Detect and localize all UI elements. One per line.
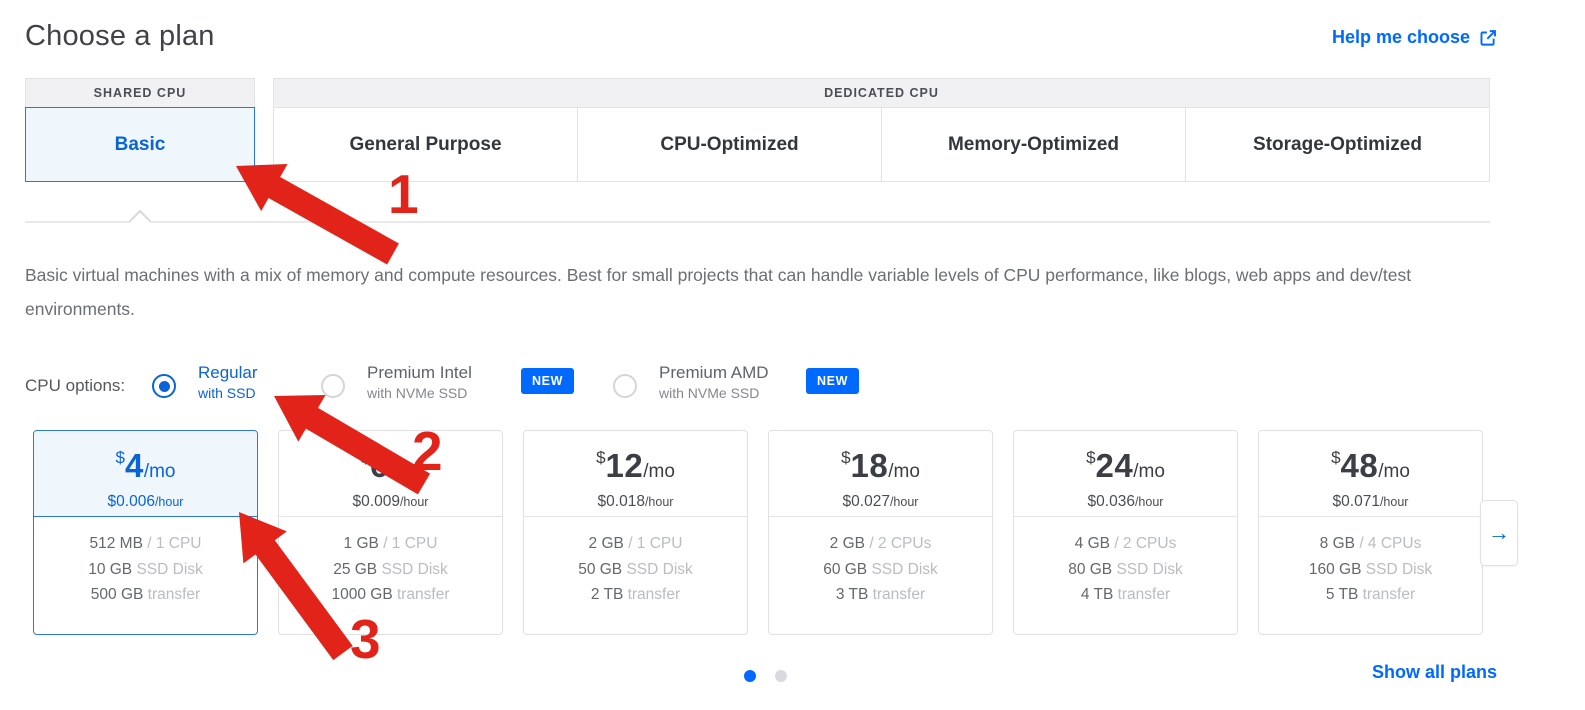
plan-card-48[interactable]: $48/mo $0.071/hour 8 GB / 4 CPUs 160 GB …	[1258, 430, 1483, 635]
radio-premium-intel[interactable]	[321, 374, 345, 398]
show-all-plans-link[interactable]: Show all plans	[1371, 662, 1497, 682]
plan-card-48-price: $48/mo	[1331, 446, 1410, 484]
shared-cpu-group-label: SHARED CPU	[25, 78, 255, 108]
shared-cpu-group: SHARED CPU Basic	[25, 78, 255, 182]
cpu-option-premium-intel-name: Premium Intel	[367, 363, 472, 382]
plan-card-12-hourly: $0.018/hour	[597, 492, 674, 510]
plan-card-24-specs: 4 GB / 2 CPUs 80 GB SSD Disk 4 TB transf…	[1068, 535, 1183, 603]
selected-tab-caret	[128, 209, 152, 233]
dedicated-cpu-group: DEDICATED CPU General Purpose CPU-Optimi…	[273, 78, 1490, 182]
plan-card-6-hourly: $0.009/hour	[352, 492, 429, 510]
arrow-right-icon: →	[1488, 520, 1510, 545]
plan-card-6-header: $6/mo $0.009/hour	[279, 431, 502, 517]
help-me-choose-label: Help me choose	[1331, 27, 1470, 47]
tab-general-purpose[interactable]: General Purpose	[274, 108, 578, 181]
carousel-dots	[744, 670, 787, 682]
radio-regular[interactable]	[152, 374, 176, 398]
plan-card-12[interactable]: $12/mo $0.018/hour 2 GB / 1 CPU 50 GB SS…	[523, 430, 748, 635]
new-badge-premium-amd: NEW	[806, 368, 859, 394]
plan-card-12-specs: 2 GB / 1 CPU 50 GB SSD Disk 2 TB transfe…	[578, 535, 693, 603]
tab-cpu-optimized[interactable]: CPU-Optimized	[578, 108, 882, 181]
help-me-choose-link[interactable]: Help me choose	[1332, 27, 1497, 48]
plan-card-48-header: $48/mo $0.071/hour	[1259, 431, 1482, 517]
plan-card-24-hourly: $0.036/hour	[1087, 492, 1164, 510]
cpu-option-premium-amd[interactable]: Premium AMD with NVMe SSD	[659, 363, 769, 402]
cpu-option-regular-sub: with SSD	[198, 385, 256, 401]
cpu-option-premium-intel[interactable]: Premium Intel with NVMe SSD	[367, 363, 472, 402]
new-badge-premium-intel: NEW	[521, 368, 574, 394]
plan-card-4[interactable]: $4/mo $0.006/hour 512 MB / 1 CPU 10 GB S…	[33, 430, 258, 635]
plan-description: Basic virtual machines with a mix of mem…	[25, 265, 1412, 319]
plan-card-6-price: $6/mo	[360, 446, 421, 484]
cpu-option-regular-name: Regular	[198, 363, 258, 382]
plan-card-4-hourly: $0.006/hour	[107, 492, 184, 510]
dedicated-cpu-group-label: DEDICATED CPU	[273, 78, 1490, 108]
tab-storage-optimized[interactable]: Storage-Optimized	[1253, 133, 1422, 155]
plan-card-24-header: $24/mo $0.036/hour	[1014, 431, 1237, 517]
cpu-option-premium-intel-sub: with NVMe SSD	[367, 385, 468, 401]
plan-card-18[interactable]: $18/mo $0.027/hour 2 GB / 2 CPUs 60 GB S…	[768, 430, 993, 635]
plan-card-4-specs: 512 MB / 1 CPU 10 GB SSD Disk 500 GB tra…	[88, 535, 203, 603]
radio-premium-amd[interactable]	[613, 374, 637, 398]
tab-divider-line	[25, 221, 1490, 223]
tab-basic[interactable]: Basic	[25, 107, 255, 182]
plan-card-12-price: $12/mo	[596, 446, 675, 484]
page-title: Choose a plan	[25, 20, 215, 52]
plan-card-48-hourly: $0.071/hour	[1332, 492, 1409, 510]
plan-card-48-specs: 8 GB / 4 CPUs 160 GB SSD Disk 5 TB trans…	[1308, 535, 1433, 603]
plan-card-24-price: $24/mo	[1086, 446, 1165, 484]
cpu-option-premium-amd-name: Premium AMD	[659, 363, 769, 382]
plan-card-24[interactable]: $24/mo $0.036/hour 4 GB / 2 CPUs 80 GB S…	[1013, 430, 1238, 635]
plan-card-4-price: $4/mo	[115, 446, 176, 484]
carousel-next-button[interactable]: →	[1480, 500, 1518, 566]
dedicated-tabs-row: General Purpose CPU-Optimized Memory-Opt…	[273, 107, 1490, 182]
plan-card-18-hourly: $0.027/hour	[842, 492, 919, 510]
cpu-option-regular[interactable]: Regular with SSD	[198, 363, 258, 402]
plan-card-18-price: $18/mo	[841, 446, 920, 484]
plan-card-18-specs: 2 GB / 2 CPUs 60 GB SSD Disk 3 TB transf…	[823, 535, 938, 603]
plan-card-4-header: $4/mo $0.006/hour	[34, 431, 257, 517]
carousel-dot-1[interactable]	[744, 670, 756, 682]
plan-cards-row: $4/mo $0.006/hour 512 MB / 1 CPU 10 GB S…	[33, 430, 1483, 635]
tab-memory-optimized[interactable]: Memory-Optimized	[882, 108, 1186, 181]
carousel-dot-2[interactable]	[775, 670, 787, 682]
cpu-option-premium-amd-sub: with NVMe SSD	[659, 385, 760, 401]
plan-card-6-specs: 1 GB / 1 CPU 25 GB SSD Disk 1000 GB tran…	[331, 535, 450, 603]
cpu-options-label: CPU options:	[25, 376, 126, 395]
plan-card-6[interactable]: $6/mo $0.009/hour 1 GB / 1 CPU 25 GB SSD…	[278, 430, 503, 635]
plan-card-18-header: $18/mo $0.027/hour	[769, 431, 992, 517]
external-link-icon	[1479, 29, 1497, 47]
plan-card-12-header: $12/mo $0.018/hour	[524, 431, 747, 517]
